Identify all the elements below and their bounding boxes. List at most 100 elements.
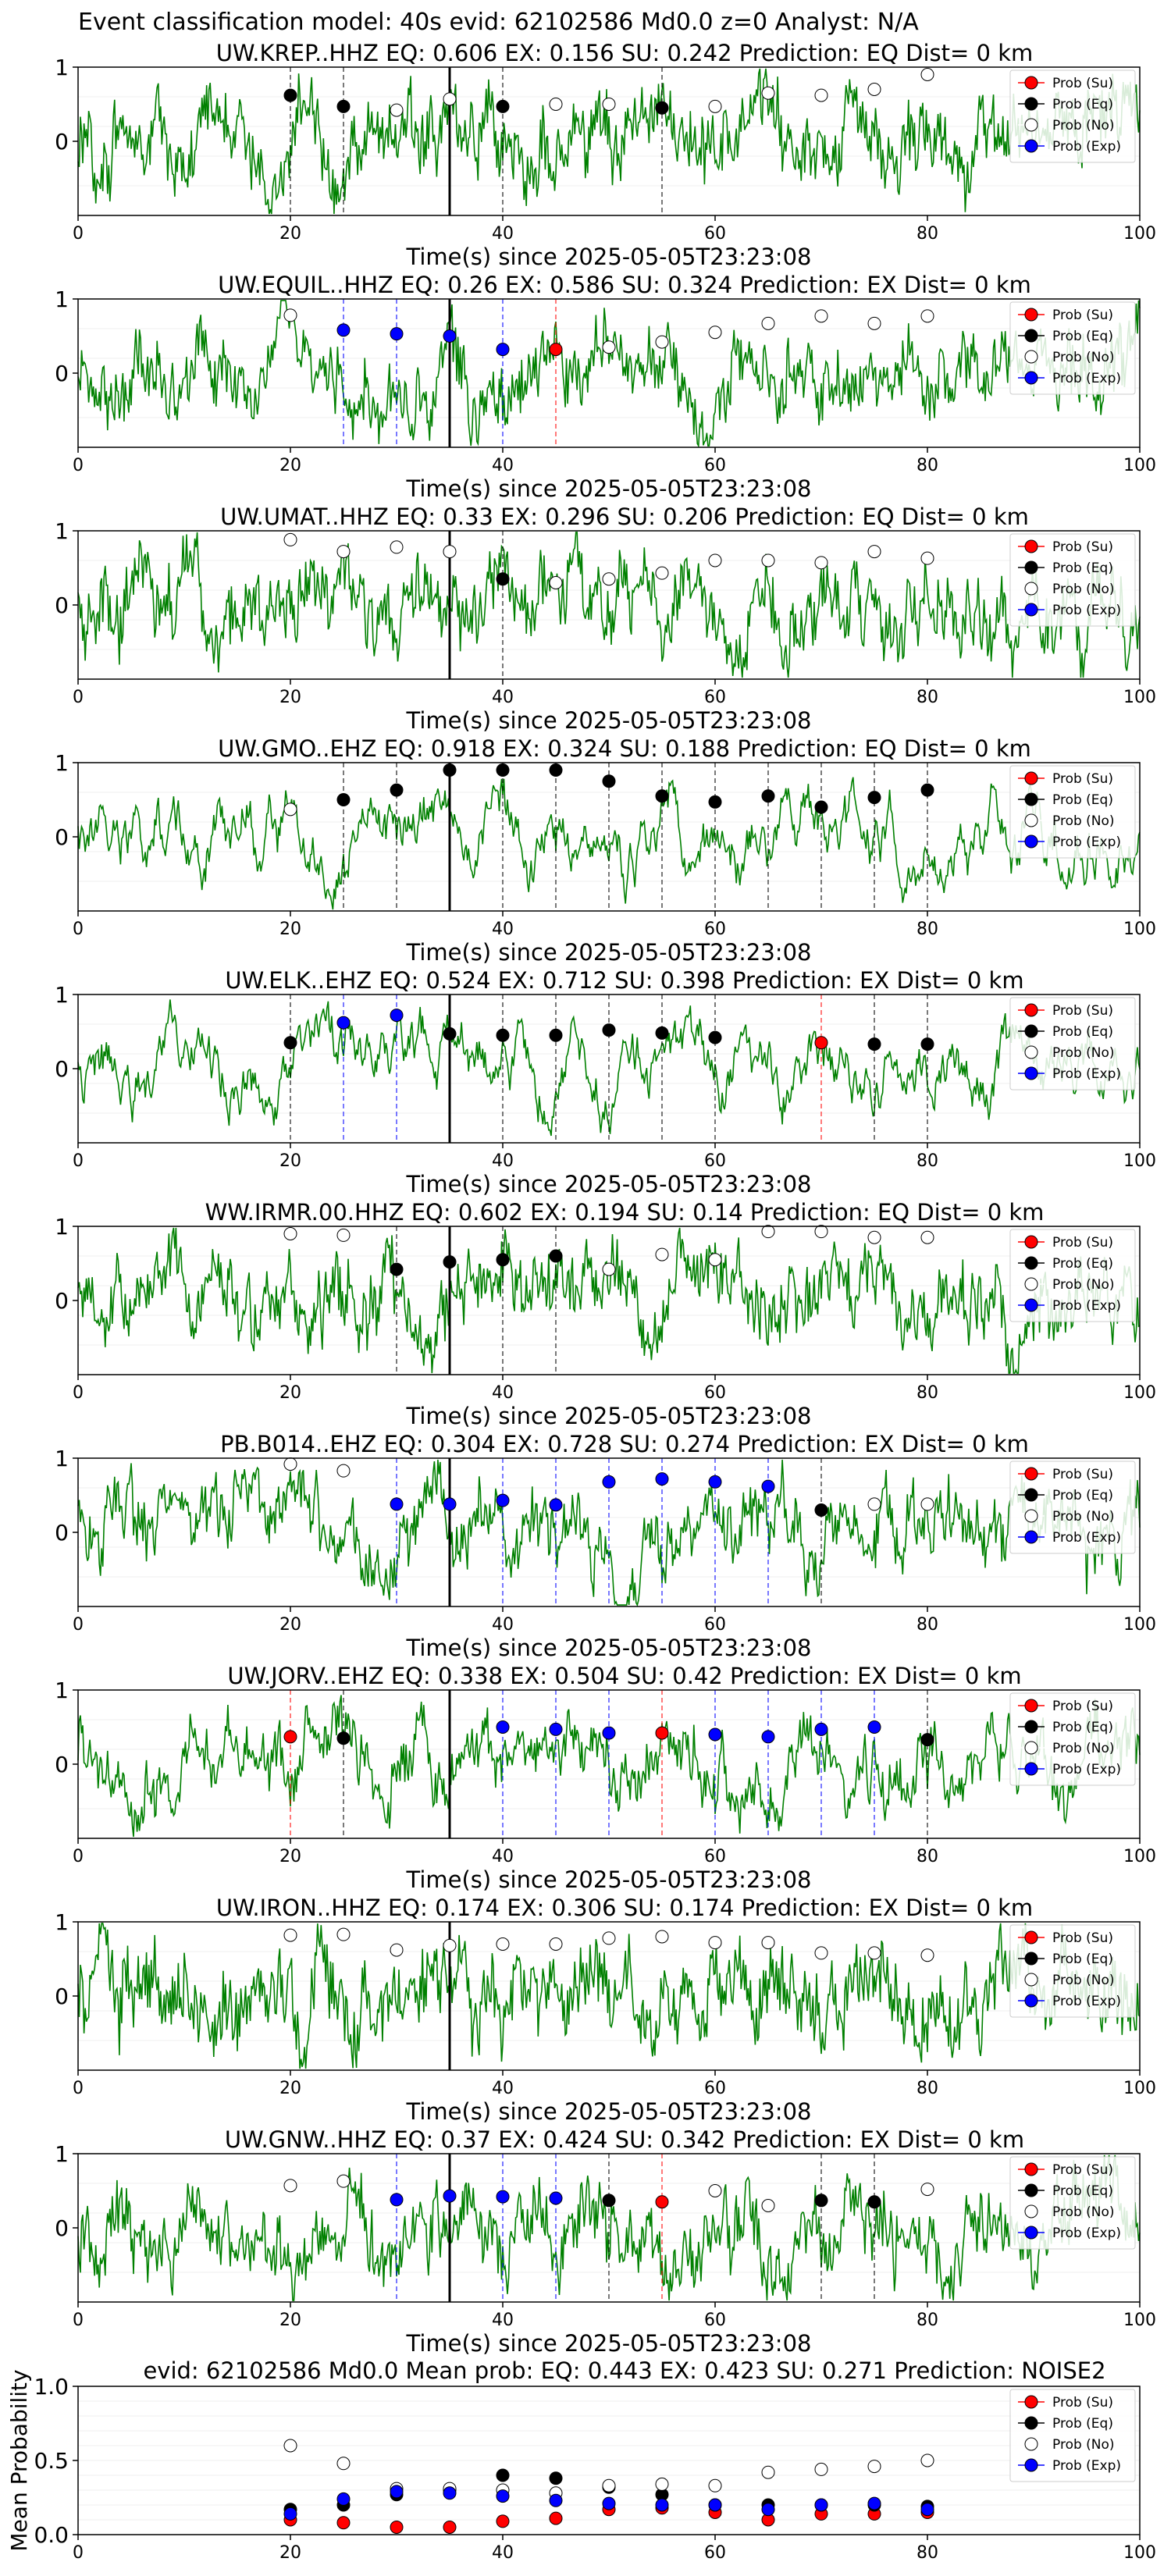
legend-marker-su <box>1024 1003 1038 1017</box>
prob-point-eq <box>390 1262 404 1276</box>
x-axis-label: Time(s) since 2025-05-05T23:23:08 <box>406 1403 812 1429</box>
axes-frame <box>77 66 1141 216</box>
legend-label-su: Prob (Su) <box>1052 2395 1113 2411</box>
x-tick-label: 60 <box>704 2311 726 2330</box>
x-tick-label: 0 <box>73 2543 84 2563</box>
prob-point-su <box>655 1726 669 1740</box>
mean-point-no <box>708 2478 722 2492</box>
prob-point-eq <box>496 99 510 113</box>
x-tick-label: 100 <box>1123 920 1156 939</box>
x-tick-label: 60 <box>704 1847 726 1866</box>
prob-point-eq <box>443 763 457 777</box>
y-tick-label: 1.0 <box>34 2374 69 2400</box>
y-tick-label: 1 <box>55 1678 69 1703</box>
x-tick-label: 0 <box>73 224 84 244</box>
prob-point-exp <box>549 2191 563 2205</box>
prob-point-no <box>814 1225 828 1239</box>
prob-point-eq <box>336 1731 351 1745</box>
panel-title: UW.ELK..EHZ EQ: 0.524 EX: 0.712 SU: 0.39… <box>225 967 1023 994</box>
prob-point-no <box>920 1497 934 1511</box>
prob-point-eq <box>814 1503 828 1517</box>
prob-point-no <box>867 1230 881 1244</box>
legend-marker-exp <box>1024 1066 1038 1080</box>
legend-label-exp: Prob (Exp) <box>1052 603 1121 618</box>
legend-frame <box>1009 765 1136 859</box>
prob-point-eq <box>920 783 934 797</box>
mean-point-su <box>390 2521 404 2534</box>
prob-point-exp <box>602 1726 616 1740</box>
x-tick-label: 80 <box>917 1615 938 1635</box>
mean-point-exp <box>920 2503 934 2517</box>
prob-point-no <box>336 2174 351 2188</box>
legend-label-eq: Prob (Eq) <box>1052 1720 1113 1735</box>
y-tick-label: 0 <box>55 129 69 155</box>
panel-title: UW.EQUIL..HHZ EQ: 0.26 EX: 0.586 SU: 0.3… <box>218 272 1031 298</box>
prob-point-eq <box>655 789 669 803</box>
prob-point-eq <box>920 1037 934 1051</box>
y-axis-label: Mean Probability <box>6 2369 32 2551</box>
prob-point-no <box>602 572 616 586</box>
axes-frame <box>77 298 1141 448</box>
legend-label-eq: Prob (Eq) <box>1052 792 1113 808</box>
mean-point-exp <box>602 2496 616 2510</box>
legend-label-su: Prob (Su) <box>1052 1235 1113 1251</box>
prob-point-exp <box>867 1720 881 1734</box>
prob-point-no <box>390 103 404 117</box>
legend-marker-exp <box>1024 139 1038 153</box>
prob-point-eq <box>655 1026 669 1040</box>
prob-point-no <box>549 576 563 589</box>
legend-marker-no <box>1024 582 1038 596</box>
legend-label-exp: Prob (Exp) <box>1052 2226 1121 2241</box>
prob-point-exp <box>496 2190 510 2204</box>
mean-point-no <box>920 2453 934 2467</box>
mean-point-exp <box>283 2507 297 2521</box>
mean-point-exp <box>655 2498 669 2512</box>
x-tick-label: 20 <box>279 1847 301 1866</box>
x-tick-label: 40 <box>492 2543 514 2563</box>
x-axis-label: Time(s) since 2025-05-05T23:23:08 <box>406 2330 812 2357</box>
panel-title: UW.GMO..EHZ EQ: 0.918 EX: 0.324 SU: 0.18… <box>218 735 1031 762</box>
prob-point-eq <box>867 1037 881 1051</box>
legend-marker-exp <box>1024 1994 1038 2008</box>
y-tick-label: 1 <box>55 55 69 80</box>
x-tick-label: 60 <box>704 1615 726 1635</box>
prob-point-no <box>655 335 669 349</box>
prob-point-exp <box>549 1722 563 1736</box>
mean-point-su <box>549 2511 563 2525</box>
legend-frame <box>1009 1229 1136 1322</box>
x-tick-label: 40 <box>492 1847 514 1866</box>
x-axis-label: Time(s) since 2025-05-05T23:23:08 <box>406 1866 812 1893</box>
prob-point-no <box>867 83 881 96</box>
legend-label-no: Prob (No) <box>1052 582 1115 597</box>
prob-point-exp <box>390 327 404 341</box>
chart-title: evid: 62102586 Md0.0 Mean prob: EQ: 0.44… <box>143 2357 1105 2384</box>
waveform <box>77 1227 1141 1374</box>
legend-marker-exp <box>1024 1298 1038 1312</box>
prob-point-eq <box>814 2194 828 2208</box>
waveform <box>77 999 1141 1137</box>
prob-point-no <box>283 308 297 322</box>
y-tick-label: 1 <box>55 2141 69 2167</box>
y-tick-label: 0 <box>55 1984 69 2009</box>
x-tick-label: 80 <box>917 2311 938 2330</box>
legend-label-su: Prob (Su) <box>1052 2162 1113 2178</box>
x-axis-label: Time(s) since 2025-05-05T23:23:08 <box>406 707 812 734</box>
prob-point-eq <box>283 88 297 102</box>
x-tick-label: 40 <box>492 688 514 707</box>
mean-point-exp <box>549 2493 563 2507</box>
mean-point-exp <box>867 2496 881 2510</box>
mean-point-exp <box>761 2503 775 2517</box>
prob-point-no <box>336 1464 351 1478</box>
prob-point-no <box>814 556 828 570</box>
prob-point-no <box>761 316 775 330</box>
prob-point-eq <box>549 1028 563 1042</box>
prob-point-eq <box>283 1036 297 1050</box>
prob-point-no <box>283 2179 297 2193</box>
prob-point-exp <box>390 1497 404 1511</box>
prob-point-no <box>390 540 404 554</box>
waveform <box>77 1923 1141 2069</box>
legend-marker-eq <box>1024 792 1038 806</box>
prob-point-su <box>549 343 563 357</box>
